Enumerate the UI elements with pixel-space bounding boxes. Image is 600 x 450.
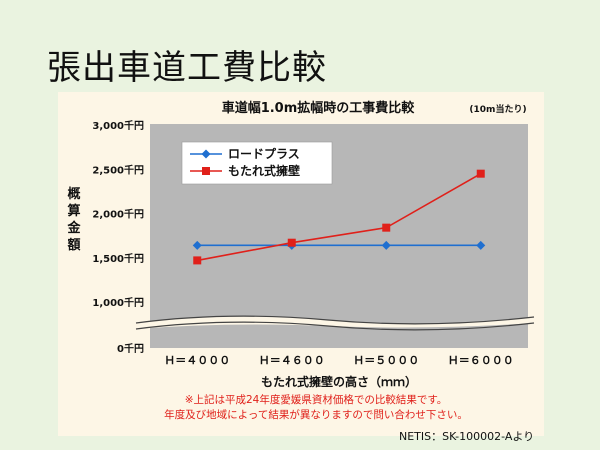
y-axis-ticks: 0千円 1,000千円 1,500千円 2,000千円 2,500千円 3,000千円 — [92, 119, 144, 355]
y-axis-label-char: 概 — [67, 186, 80, 202]
x-tick-label: Ｈ＝５０００ — [353, 354, 419, 367]
y-tick-label: 1,500千円 — [92, 252, 144, 265]
y-tick-label: 2,500千円 — [92, 163, 144, 176]
cost-comparison-chart: 車道幅1.0m拡幅時の工事費比較 (10m当たり) 0千円 1,000千円 1,50… — [58, 92, 544, 436]
chart-title: 車道幅1.0m拡幅時の工事費比較 — [222, 100, 416, 116]
data-point — [381, 240, 391, 250]
legend-label: ロードプラス — [228, 146, 300, 161]
y-tick-label: 1,000千円 — [92, 296, 144, 309]
note-line-1: ※上記は平成24年度愛媛県資材価格での比較結果です。 — [185, 393, 448, 406]
x-tick-label: Ｈ＝４６００ — [259, 354, 325, 367]
chart-panel: 車道幅1.0m拡幅時の工事費比較 (10m当たり) 0千円 1,000千円 1,50… — [58, 92, 544, 436]
source-note: NETIS：SK-100002-Aより — [399, 430, 535, 443]
series-layer — [192, 169, 486, 265]
legend-box — [181, 141, 333, 185]
y-axis-label-char: 算 — [67, 203, 80, 219]
data-point — [476, 240, 486, 250]
y-tick-label: 0千円 — [117, 342, 144, 355]
data-point — [193, 256, 202, 265]
axis-break-band — [136, 316, 534, 329]
axis-break-line-upper — [135, 315, 535, 325]
data-point — [382, 223, 391, 232]
y-tick-label: 3,000千円 — [92, 119, 144, 132]
series-line — [197, 172, 482, 262]
data-point — [476, 169, 485, 178]
x-tick-label: Ｈ＝６０００ — [448, 354, 514, 367]
legend-marker — [202, 167, 210, 175]
axis-break-line-lower — [135, 321, 535, 331]
note-line-2: 年度及び地域によって結果が異なりますので問い合わせ下さい。 — [164, 408, 468, 421]
x-tick-label: Ｈ＝４０００ — [164, 354, 230, 367]
x-axis-ticks: Ｈ＝４０００ Ｈ＝４６００ Ｈ＝５０００ Ｈ＝６０００ — [164, 354, 514, 367]
data-point — [287, 238, 296, 247]
legend-label: もたれ式擁壁 — [228, 163, 300, 178]
axis-break — [135, 315, 535, 331]
slide-title: 張出車道工費比較 — [47, 48, 327, 88]
chart-subtitle: (10m当たり) — [469, 103, 526, 115]
data-point — [192, 240, 202, 250]
y-tick-label: 2,000千円 — [92, 208, 144, 221]
y-axis-label-char: 額 — [66, 237, 80, 253]
x-axis-label: もたれ式擁壁の高さ（ｍｍ） — [261, 374, 417, 389]
y-axis-label-char: 金 — [66, 220, 81, 236]
legend-marker — [201, 149, 211, 159]
